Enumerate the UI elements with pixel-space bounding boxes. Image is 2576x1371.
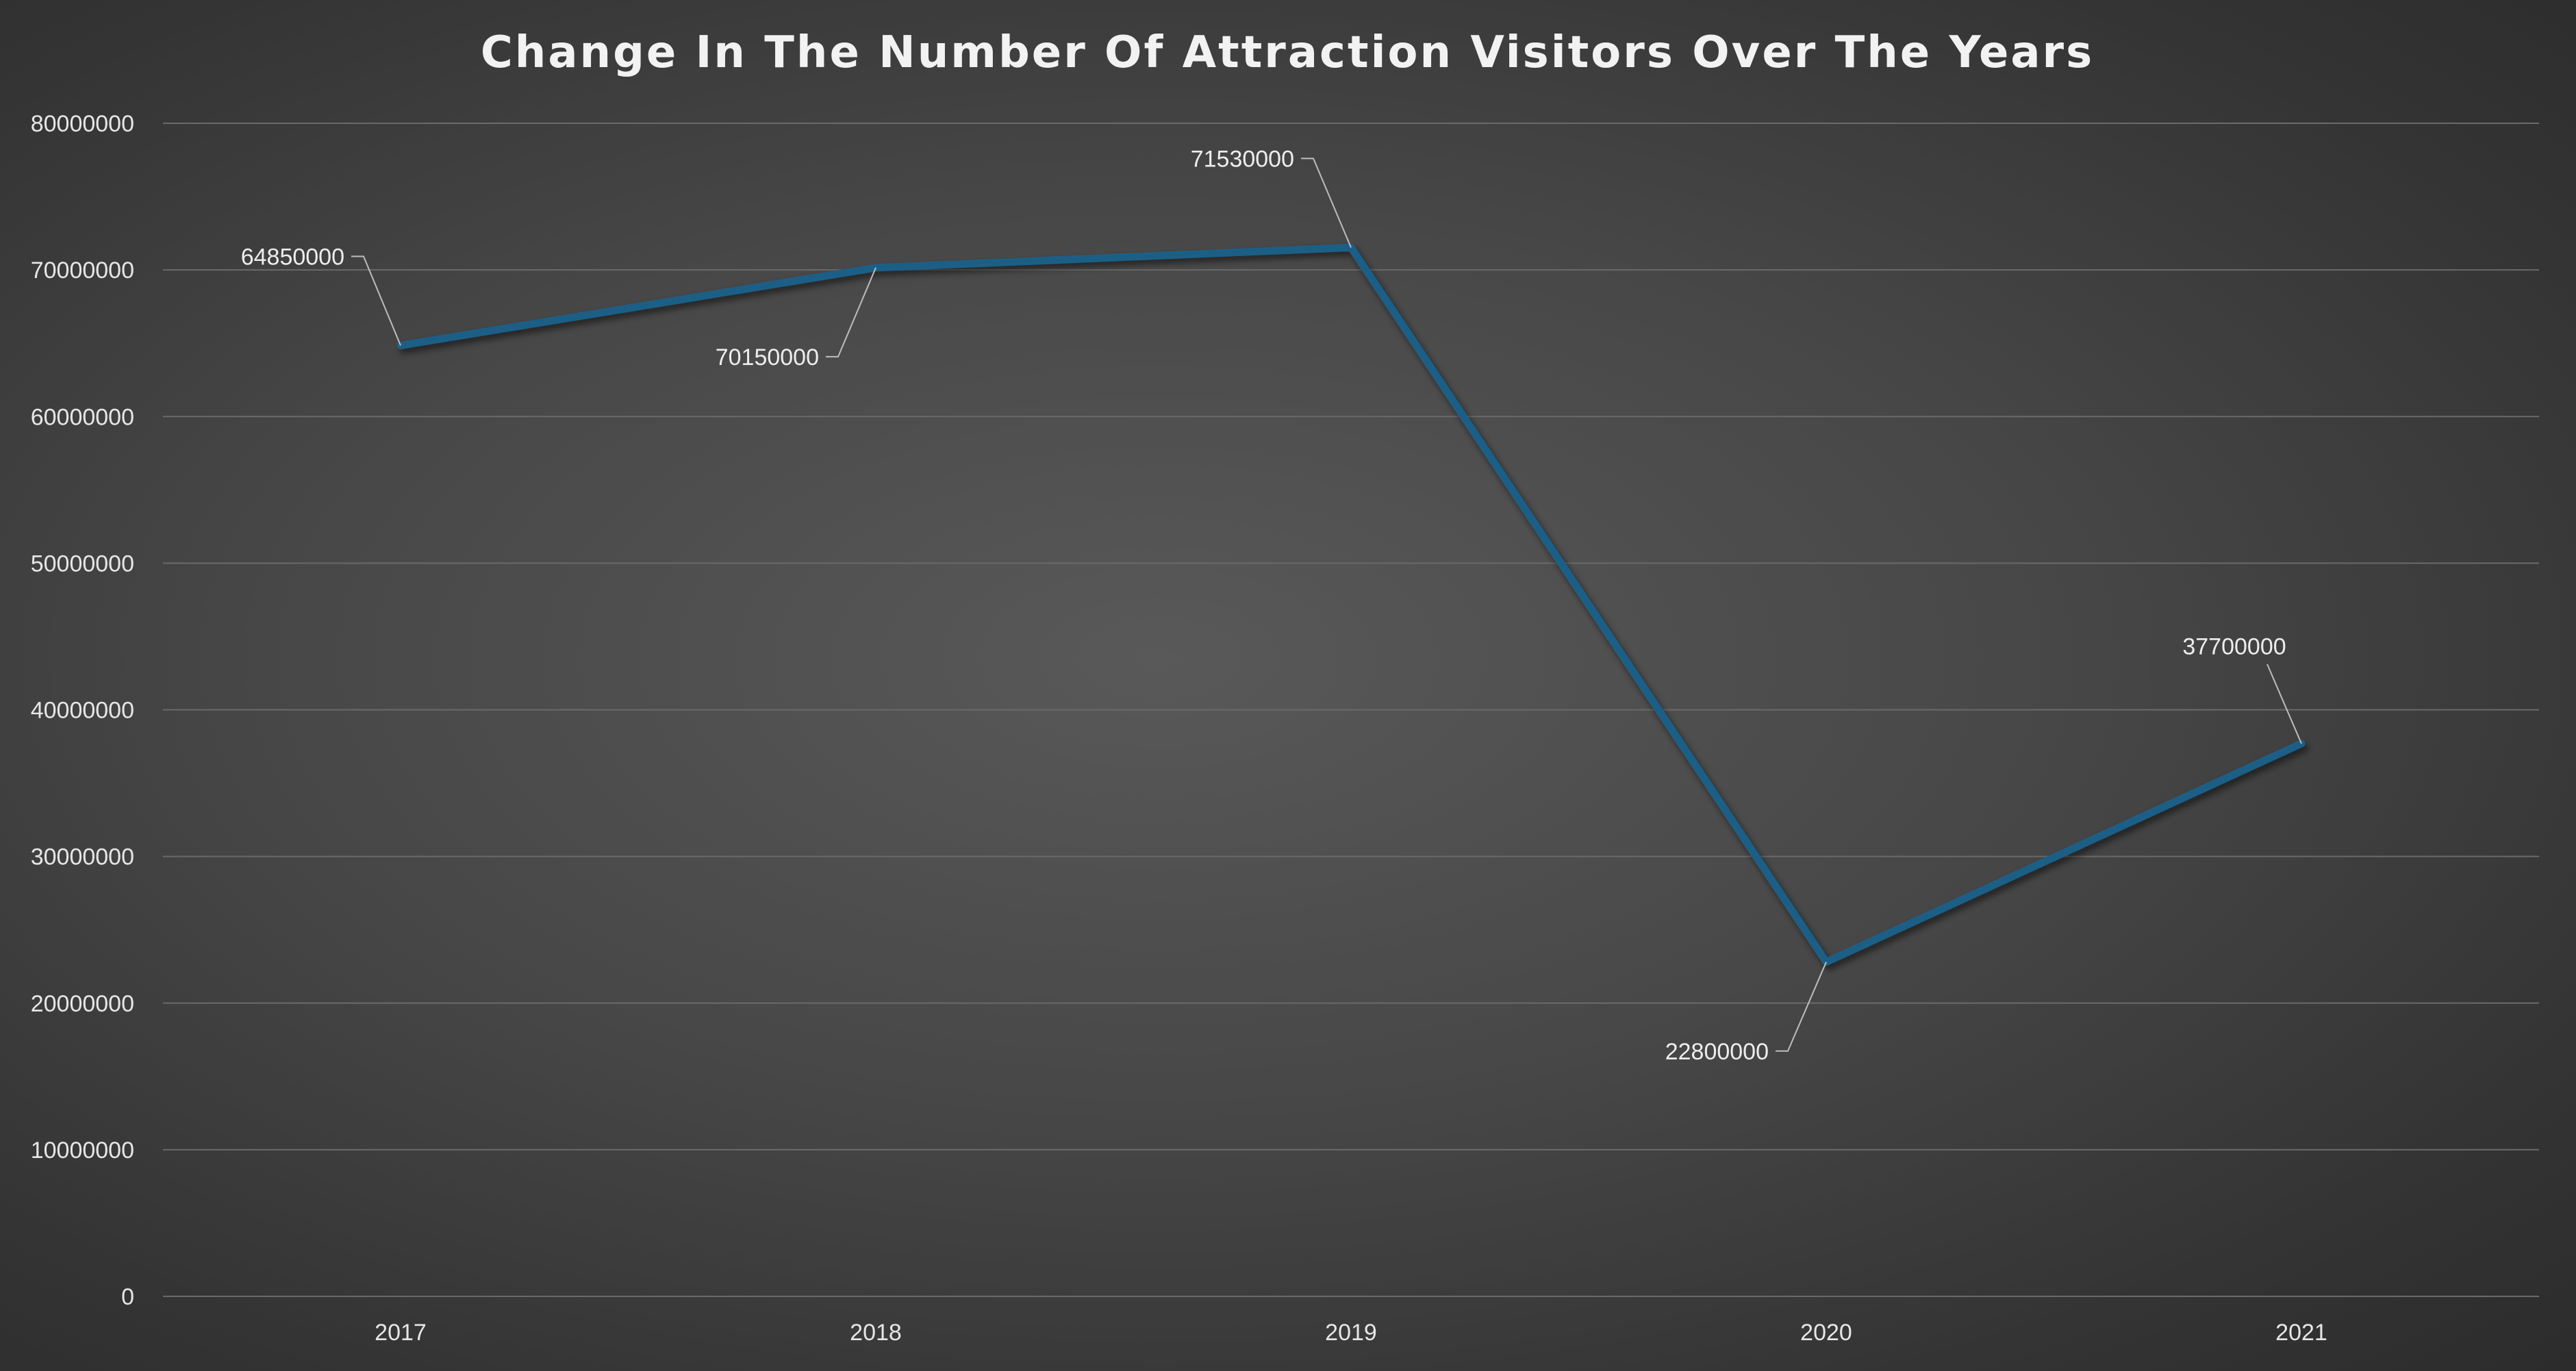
gridlines xyxy=(163,123,2539,1297)
y-tick-label: 40000000 xyxy=(31,698,134,724)
y-tick-label: 70000000 xyxy=(31,257,134,284)
y-tick-label: 30000000 xyxy=(31,844,134,870)
data-label: 64850000 xyxy=(241,244,344,270)
x-tick-label: 2020 xyxy=(1800,1320,1852,1346)
x-tick-label: 2021 xyxy=(2275,1320,2327,1346)
y-tick-label: 60000000 xyxy=(31,404,134,430)
y-tick-label: 0 xyxy=(121,1284,134,1310)
leader-line xyxy=(2266,664,2302,744)
data-labels: 64850000 70150000 71530000 22800000 37700000 xyxy=(241,146,2302,1065)
x-tick-label: 2019 xyxy=(1325,1320,1377,1346)
y-tick-label: 10000000 xyxy=(31,1137,134,1164)
leader-line xyxy=(1776,961,1827,1052)
x-axis-tick-labels: 2017 2018 2019 2020 2021 xyxy=(375,1320,2327,1346)
y-tick-label: 80000000 xyxy=(31,111,134,137)
data-label: 37700000 xyxy=(2182,634,2286,660)
chart-title: Change In The Number Of Attraction Visit… xyxy=(481,27,2094,78)
y-tick-label: 20000000 xyxy=(31,991,134,1017)
x-tick-label: 2017 xyxy=(375,1320,427,1346)
leader-line xyxy=(351,255,401,346)
x-tick-label: 2018 xyxy=(850,1320,902,1346)
y-axis-tick-labels: 0 10000000 20000000 30000000 40000000 5000000… xyxy=(31,111,134,1310)
data-label: 70150000 xyxy=(716,344,819,370)
leader-line xyxy=(1301,158,1352,248)
leader-line xyxy=(826,267,876,357)
y-tick-label: 50000000 xyxy=(31,551,134,577)
series-line xyxy=(396,243,2306,966)
data-label: 22800000 xyxy=(1665,1039,1769,1065)
data-label: 71530000 xyxy=(1191,146,1294,172)
